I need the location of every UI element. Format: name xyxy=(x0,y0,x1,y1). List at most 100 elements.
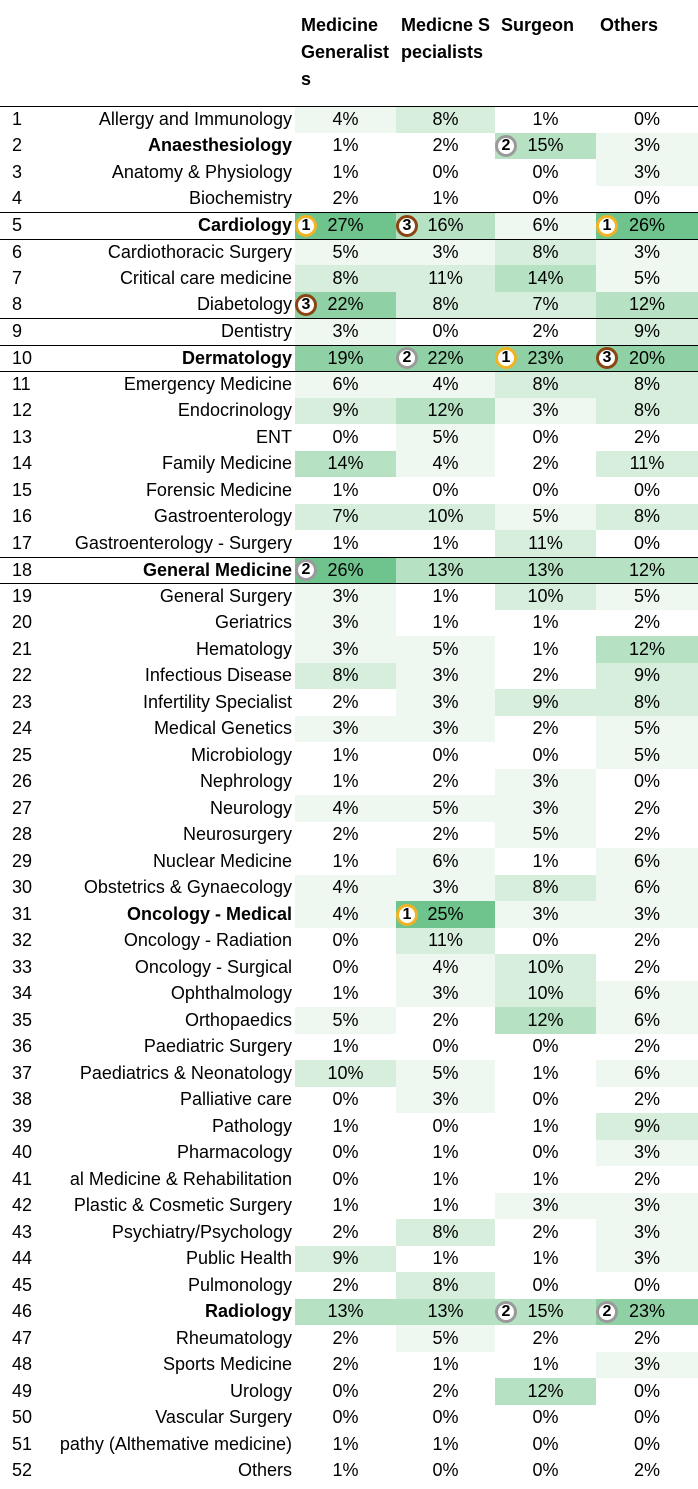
value-cell: 1% xyxy=(396,584,495,610)
value-cell: 1% xyxy=(495,1166,596,1193)
row-number: 1 xyxy=(12,109,23,130)
value-cell: 0% xyxy=(295,1166,396,1193)
value-cell: 2% xyxy=(596,1325,698,1352)
header-medicine-generalists: Medicine Generalists xyxy=(301,15,390,89)
rank-badge: 2 xyxy=(495,135,517,157)
header-surgeon: Surgeon xyxy=(501,15,575,35)
specialty-name: Microbiology xyxy=(190,744,292,765)
value-cell: 2% xyxy=(396,768,495,795)
row-number: 40 xyxy=(12,1142,33,1163)
row-number: 2 xyxy=(12,135,23,156)
table-row: 10 Dermatology 19% 22% 23% 20% xyxy=(0,344,698,371)
value-cell: 0% xyxy=(596,768,698,795)
value-cell: 8% xyxy=(495,372,596,398)
rank-badge: 3 xyxy=(295,294,317,316)
table-row: 32 Oncology - Radiation 0% 11% 0% 2% xyxy=(0,927,698,954)
value-cell: 3% xyxy=(295,319,396,345)
value-cell: 1% xyxy=(295,132,396,159)
row-number: 27 xyxy=(12,797,33,818)
table-row: 41 al Medicine & Rehabilitation 0% 1% 1% 2% xyxy=(0,1166,698,1193)
value-cell: 0% xyxy=(495,1139,596,1166)
value-cell: 1% xyxy=(396,185,495,212)
rank-badge: 2 xyxy=(295,559,317,581)
value-cell: 5% xyxy=(596,715,698,742)
table-row: 16 Gastroenterology 7% 10% 5% 8% xyxy=(0,503,698,530)
specialty-name: Diabetology xyxy=(196,294,292,315)
value-cell: 8% xyxy=(295,265,396,292)
table-row: 26 Nephrology 1% 2% 3% 0% xyxy=(0,768,698,795)
value-cell: 9% xyxy=(495,689,596,716)
value-cell: 5% xyxy=(596,265,698,292)
table-row: 12 Endocrinology 9% 12% 3% 8% xyxy=(0,397,698,424)
rank-badge: 2 xyxy=(495,1301,517,1323)
value-cell: 0% xyxy=(495,1033,596,1060)
value-cell: 25% xyxy=(396,901,495,928)
value-cell: 1% xyxy=(295,159,396,186)
value-cell: 3% xyxy=(396,715,495,742)
value-cell: 4% xyxy=(396,450,495,477)
value-cell: 3% xyxy=(295,715,396,742)
value-cell: 0% xyxy=(495,185,596,212)
specialty-name: Oncology - Medical xyxy=(126,903,292,924)
specialty-name: Nuclear Medicine xyxy=(152,850,292,871)
value-cell: 5% xyxy=(396,1325,495,1352)
table-row: 25 Microbiology 1% 0% 0% 5% xyxy=(0,742,698,769)
specialty-name: ENT xyxy=(256,426,292,447)
table-row: 48 Sports Medicine 2% 1% 1% 3% xyxy=(0,1351,698,1378)
specialty-name: Rheumatology xyxy=(175,1327,292,1348)
value-cell: 5% xyxy=(396,424,495,451)
value-cell: 2% xyxy=(596,1166,698,1193)
table-row: 40 Pharmacology 0% 1% 0% 3% xyxy=(0,1139,698,1166)
value-cell: 2% xyxy=(495,319,596,345)
row-number: 15 xyxy=(12,479,33,500)
value-cell: 9% xyxy=(295,397,396,424)
value-cell: 0% xyxy=(295,1378,396,1405)
value-cell: 0% xyxy=(495,159,596,186)
row-number: 11 xyxy=(12,374,31,395)
value-cell: 12% xyxy=(596,636,698,663)
value-cell: 4% xyxy=(396,954,495,981)
value-cell: 3% xyxy=(495,1192,596,1219)
specialty-name: pathy (Althemative medicine) xyxy=(59,1433,292,1454)
value-cell: 1% xyxy=(495,848,596,875)
value-cell: 0% xyxy=(396,1457,495,1484)
value-cell: 1% xyxy=(495,1060,596,1087)
row-number: 16 xyxy=(12,506,33,527)
row-number: 18 xyxy=(12,559,33,580)
table-row: 14 Family Medicine 14% 4% 2% 11% xyxy=(0,450,698,477)
value-cell: 3% xyxy=(495,901,596,928)
row-number: 8 xyxy=(12,294,23,315)
table-row: 2 Anaesthesiology 1% 2% 15% 3% xyxy=(0,132,698,159)
value-cell: 8% xyxy=(596,397,698,424)
value-cell: 12% xyxy=(495,1007,596,1034)
specialty-name: Sports Medicine xyxy=(162,1354,292,1375)
value-cell: 2% xyxy=(596,927,698,954)
specialty-name: Neurology xyxy=(209,797,292,818)
row-number: 35 xyxy=(12,1009,33,1030)
value-cell: 3% xyxy=(396,1086,495,1113)
row-number: 50 xyxy=(12,1407,33,1428)
header-medicine-specialists: Medicne Specialists xyxy=(401,15,491,62)
value-cell: 10% xyxy=(495,980,596,1007)
value-cell: 1% xyxy=(295,980,396,1007)
specialty-name: Dentistry xyxy=(220,321,292,342)
value-cell: 0% xyxy=(596,185,698,212)
table-row: 52 Others 1% 0% 0% 2% xyxy=(0,1457,698,1484)
value-cell: 0% xyxy=(396,319,495,345)
value-cell: 0% xyxy=(295,954,396,981)
specialty-name: Pharmacology xyxy=(176,1142,292,1163)
value-cell: 2% xyxy=(596,1457,698,1484)
value-cell: 1% xyxy=(295,742,396,769)
value-cell: 3% xyxy=(495,795,596,822)
value-cell: 11% xyxy=(396,927,495,954)
value-cell: 1% xyxy=(295,768,396,795)
value-cell: 13% xyxy=(396,557,495,583)
value-cell: 12% xyxy=(596,291,698,318)
row-number: 44 xyxy=(12,1248,33,1269)
value-cell: 9% xyxy=(596,319,698,345)
row-number: 49 xyxy=(12,1380,33,1401)
specialty-name: Psychiatry/Psychology xyxy=(111,1221,292,1242)
specialty-name: Public Health xyxy=(185,1248,292,1269)
specialty-name: Dermatology xyxy=(181,347,292,368)
table-row: 29 Nuclear Medicine 1% 6% 1% 6% xyxy=(0,848,698,875)
